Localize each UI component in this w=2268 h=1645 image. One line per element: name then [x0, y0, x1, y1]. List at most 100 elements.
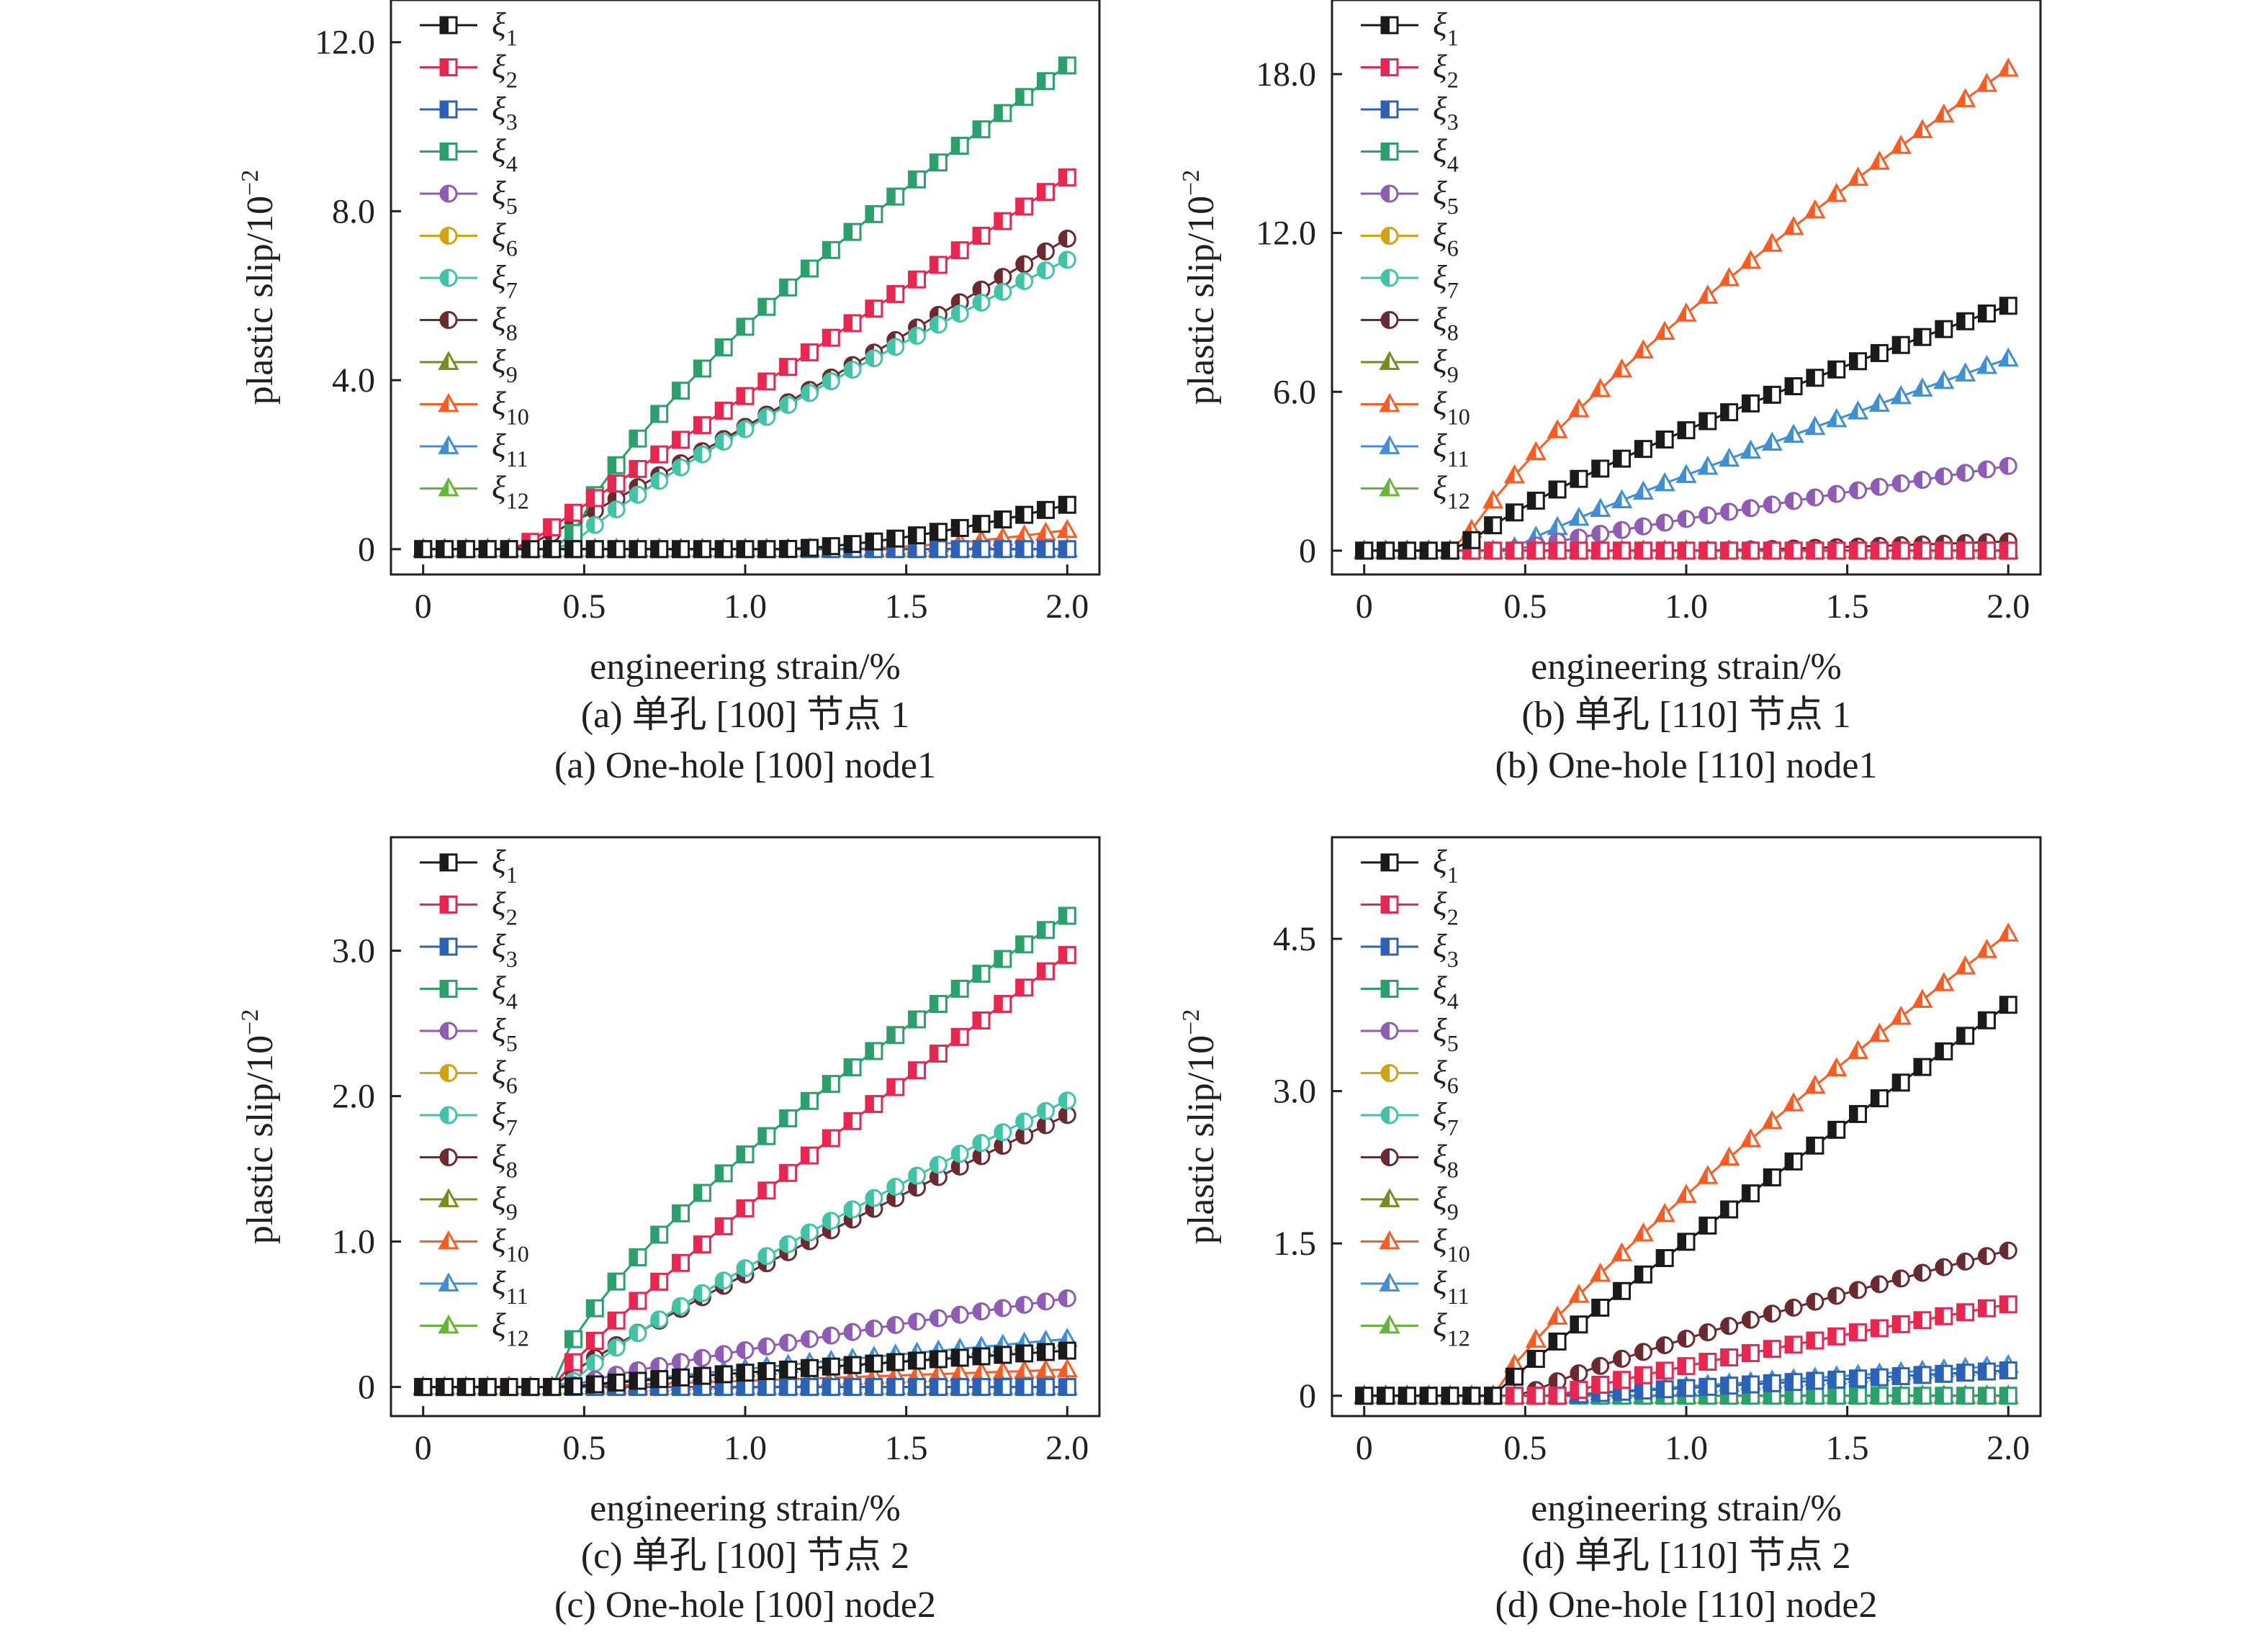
data-point [543, 1378, 562, 1397]
data-point [800, 1223, 819, 1242]
x-axis-title: engineering strain/% [590, 646, 901, 688]
data-point [779, 358, 798, 377]
data-point [1015, 1295, 1034, 1314]
data-point [865, 299, 883, 318]
data-point [736, 1199, 755, 1217]
legend-label: ξ9 [492, 1180, 518, 1225]
data-point [822, 1129, 840, 1148]
data-point [972, 280, 991, 299]
data-point [1718, 1146, 1740, 1166]
data-point [585, 1353, 604, 1372]
x-tick-label: 0.5 [562, 587, 606, 626]
data-point [1956, 1387, 1975, 1405]
legend-item: ξ2 [1361, 48, 1459, 93]
legend-label: ξ1 [1433, 6, 1459, 50]
legend-item: ξ9 [1361, 343, 1459, 387]
legend-item: ξ1 [420, 843, 518, 888]
data-point [1015, 88, 1034, 107]
data-point [1654, 1202, 1675, 1222]
data-point [865, 1354, 883, 1373]
data-point [865, 1378, 883, 1397]
data-point [822, 537, 840, 556]
legend-marker [439, 937, 458, 956]
data-point [1804, 1074, 1826, 1094]
data-point [1784, 492, 1803, 510]
data-point [672, 1297, 690, 1315]
data-point [800, 384, 819, 402]
data-point [908, 1312, 927, 1331]
data-point [843, 535, 862, 554]
data-point [1806, 369, 1824, 387]
data-point [1999, 1295, 2017, 1314]
legend-marker [1380, 184, 1399, 203]
data-point [736, 540, 755, 559]
data-point [1827, 1120, 1846, 1139]
data-point [1698, 412, 1717, 431]
x-tick-label: 0.5 [562, 1429, 606, 1467]
data-point [1718, 266, 1740, 287]
data-point [1827, 1327, 1846, 1346]
data-point [1568, 506, 1590, 526]
data-point [1058, 1091, 1076, 1110]
data-point [929, 1155, 948, 1174]
data-point [1956, 1252, 1975, 1271]
data-point [1955, 955, 1976, 975]
legend-label: ξ11 [1433, 427, 1470, 472]
data-point [1015, 540, 1034, 559]
x-tick-label: 0 [1356, 1429, 1373, 1467]
legend-item: ξ1 [1361, 843, 1459, 888]
data-point [1698, 1323, 1717, 1342]
data-point [607, 474, 626, 493]
legend-item: ξ9 [1361, 1180, 1459, 1225]
data-point [693, 1366, 711, 1385]
data-point [1741, 394, 1760, 413]
data-point [1036, 921, 1055, 939]
data-point [650, 540, 669, 559]
data-point [1806, 488, 1824, 507]
x-tick-label: 1.0 [724, 1429, 767, 1467]
legend-item: ξ10 [1361, 1222, 1470, 1267]
data-point [672, 431, 690, 449]
data-point [693, 1348, 711, 1367]
data-point [1058, 540, 1076, 559]
data-point [1591, 1375, 1610, 1394]
data-point [994, 1378, 1012, 1397]
data-point [1890, 384, 1912, 405]
data-point [886, 1315, 905, 1334]
data-point [1547, 419, 1568, 438]
data-point [1570, 469, 1588, 488]
data-point [843, 1200, 862, 1219]
data-point [1849, 1323, 1868, 1342]
data-point [822, 240, 840, 259]
data-point [1763, 1304, 1781, 1323]
data-point [672, 1368, 690, 1387]
data-point [1849, 1387, 1868, 1405]
legend-marker [1380, 896, 1399, 914]
data-point [1377, 1387, 1395, 1405]
legend-marker [1379, 351, 1400, 370]
data-point [1398, 541, 1416, 560]
data-point [929, 1350, 948, 1369]
y-tick-label: 8.0 [332, 192, 375, 230]
data-point [629, 485, 647, 504]
data-point [1847, 400, 1869, 420]
data-point [800, 1358, 819, 1377]
legend-item: ξ7 [1361, 258, 1459, 303]
data-point [714, 1164, 733, 1183]
data-point [865, 1189, 883, 1207]
y-tick-label: 6.0 [1273, 373, 1316, 411]
data-point [1058, 168, 1076, 186]
caption-english: (c) One-hole [100] node2 [554, 1585, 936, 1626]
data-point [1654, 320, 1675, 341]
x-tick-label: 0.5 [1503, 1429, 1547, 1467]
data-point [650, 1310, 669, 1329]
data-point [585, 489, 604, 508]
data-point [972, 1134, 991, 1153]
legend-label: ξ1 [492, 6, 518, 50]
legend-label: ξ1 [492, 843, 518, 888]
data-point [1977, 1299, 1996, 1317]
y-tick-label: 0 [358, 531, 375, 569]
legend-label: ξ4 [492, 132, 518, 177]
y-axis-title: plastic slip/10−2 [1178, 1009, 1222, 1245]
data-point [1591, 459, 1610, 478]
